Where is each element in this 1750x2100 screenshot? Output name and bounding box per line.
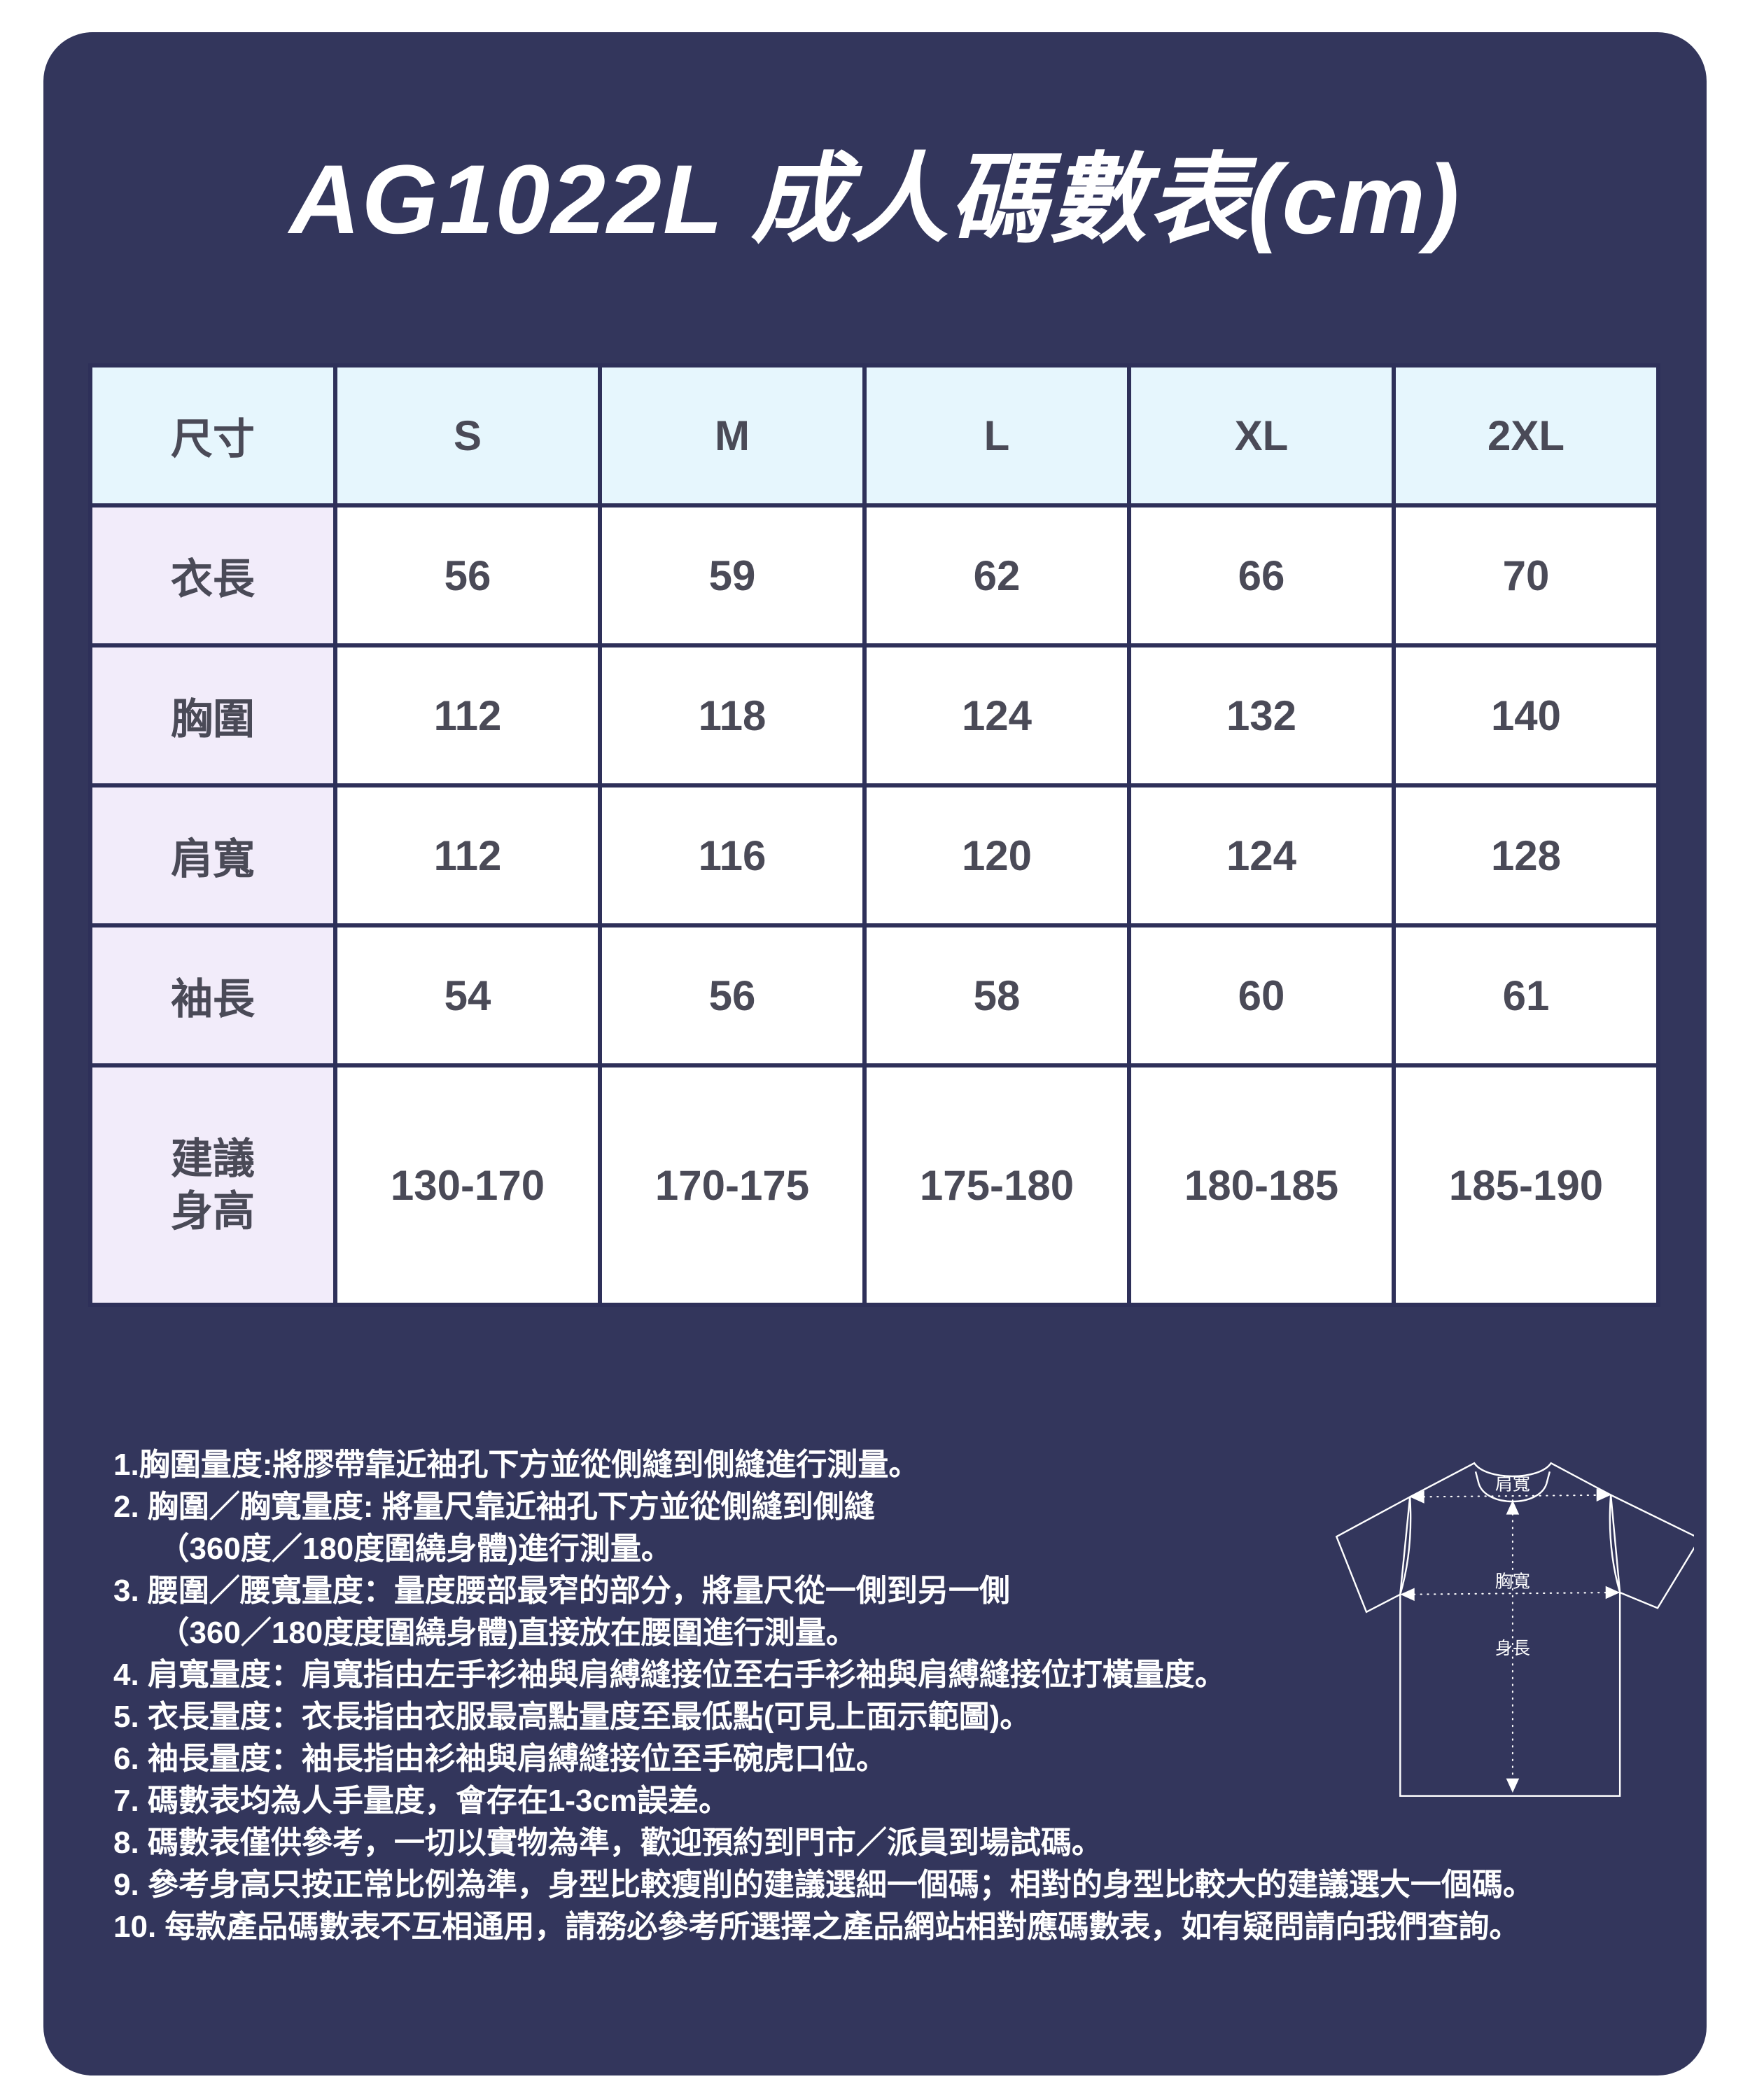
svg-text:身長: 身長	[1495, 1639, 1530, 1658]
svg-text:肩寬: 肩寬	[1495, 1474, 1530, 1494]
svg-text:胸寬: 胸寬	[1495, 1572, 1530, 1592]
